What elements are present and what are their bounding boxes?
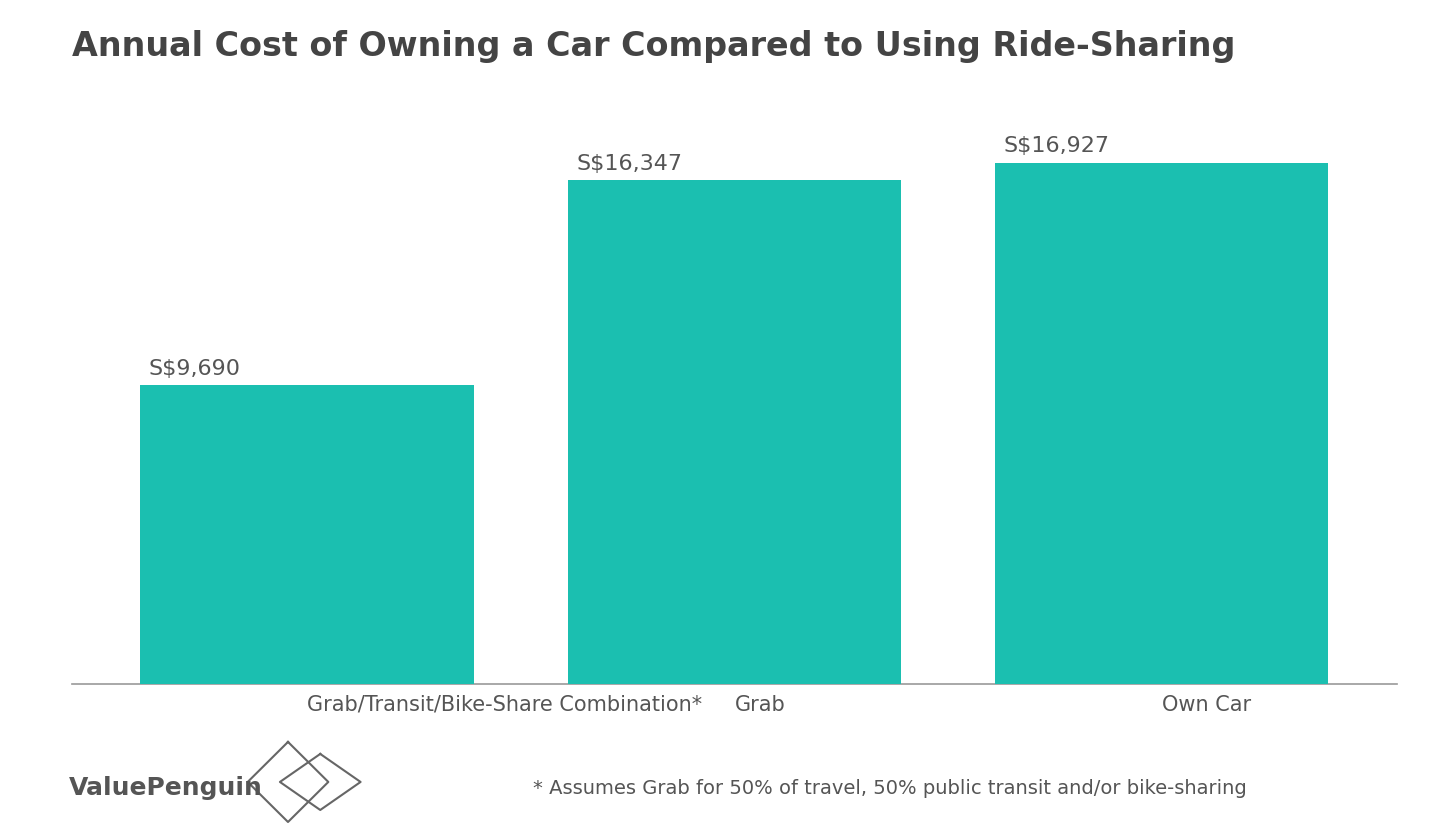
- Bar: [995, 163, 1329, 684]
- Text: ValuePenguin: ValuePenguin: [69, 776, 264, 800]
- Bar: [567, 180, 901, 684]
- Text: S$16,347: S$16,347: [576, 154, 683, 174]
- Text: S$9,690: S$9,690: [148, 359, 240, 379]
- Text: S$16,927: S$16,927: [1004, 137, 1110, 157]
- Bar: [140, 385, 474, 684]
- Text: Annual Cost of Owning a Car Compared to Using Ride-Sharing: Annual Cost of Owning a Car Compared to …: [72, 30, 1236, 63]
- Text: * Assumes Grab for 50% of travel, 50% public transit and/or bike-sharing: * Assumes Grab for 50% of travel, 50% pu…: [533, 779, 1247, 797]
